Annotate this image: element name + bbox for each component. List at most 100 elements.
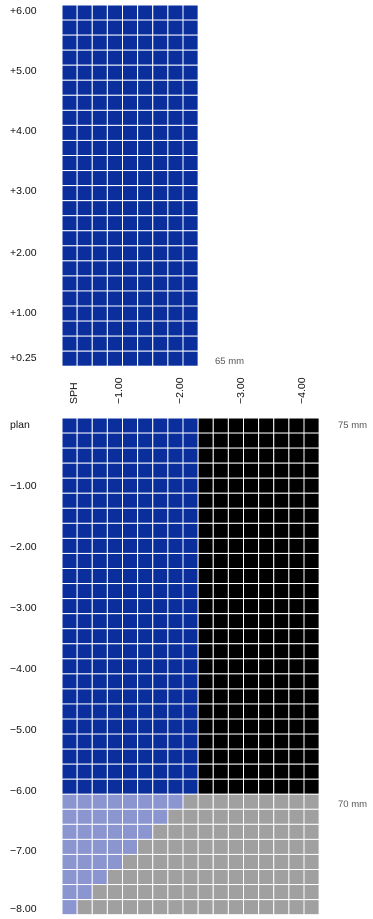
minus-sph-cell-blue (76, 552, 93, 570)
minus-sph-cell-blue (137, 733, 154, 750)
plus-sph-cell (167, 79, 184, 96)
minus-sph-cell-blue (167, 688, 184, 705)
plus-sph-cell (122, 320, 139, 337)
minus-sph-cell-blue (137, 477, 154, 494)
plus-sph-cell (137, 64, 154, 81)
minus-sph-cell-gray (167, 899, 184, 916)
minus-sph-cell-black (258, 688, 275, 705)
plus-sph-cell (61, 260, 78, 277)
minus-sph-cell-black (258, 507, 275, 524)
plus-sph-cell (106, 79, 123, 96)
minus-sph-cell-blue (91, 598, 108, 615)
minus-sph-cell-blue (61, 447, 78, 464)
minus-sph-cell-black (288, 763, 305, 780)
minus-sph-cell-blue (167, 643, 184, 660)
plus-sph-cell (152, 320, 169, 337)
plus-sph-cell (152, 109, 169, 126)
minus-sph-cell-gray (288, 869, 305, 886)
plus-sph-cell (152, 155, 169, 172)
minus-sph-cell-lightblue (106, 793, 123, 810)
plus-sph-cell (91, 155, 108, 172)
minus-sph-cell-black (273, 568, 290, 585)
minus-sph-cell-lightblue (61, 853, 78, 871)
plus-sph-cell (182, 350, 199, 367)
plus-sph-cell (61, 109, 78, 126)
sph-axis-label: SPH (68, 382, 80, 404)
minus-sph-cell-lightblue (76, 853, 93, 871)
minus-sph-cell-blue (106, 778, 123, 795)
minus-sph-cell-black (303, 552, 320, 570)
minus-sph-cell-blue (152, 447, 169, 464)
minus-sph-cell-black (288, 447, 305, 464)
plus-sph-cell (91, 350, 108, 367)
plus-sph-tick-label: +1.00 (10, 307, 37, 319)
minus-sph-cell-black (303, 583, 320, 600)
minus-sph-cell-blue (137, 598, 154, 615)
minus-sph-cell-gray (122, 884, 139, 901)
minus-sph-cell-black (243, 763, 260, 780)
plus-sph-cell (122, 124, 139, 141)
minus-sph-cell-black (303, 748, 320, 765)
minus-sph-cell-blue (167, 568, 184, 585)
plus-sph-cell (91, 230, 108, 247)
minus-sph-cell-gray (137, 899, 154, 916)
minus-sph-cell-blue (182, 537, 199, 554)
minus-sph-cell-lightblue (122, 823, 139, 840)
plus-sph-cell (61, 124, 78, 141)
minus-sph-cell-blue (167, 537, 184, 554)
minus-sph-cell-black (288, 537, 305, 554)
minus-sph-cell-blue (182, 462, 199, 479)
minus-sph-cell-blue (91, 552, 108, 570)
plus-sph-cell (152, 275, 169, 292)
plus-sph-cell (76, 170, 93, 187)
minus-sph-cell-black (288, 688, 305, 705)
minus-sph-cell-black (227, 733, 244, 750)
minus-sph-cell-black (227, 703, 244, 720)
minus-sph-cell-gray (303, 884, 320, 901)
plus-sph-cell (61, 335, 78, 352)
minus-sph-cell-blue (61, 432, 78, 449)
minus-sph-cell-blue (152, 568, 169, 585)
minus-sph-cell-gray (227, 869, 244, 886)
minus-sph-cell-blue (152, 763, 169, 780)
minus-sph-cell-black (212, 432, 229, 449)
plus-sph-cell (152, 335, 169, 352)
plus-sph-cell (137, 320, 154, 337)
minus-sph-cell-black (258, 522, 275, 539)
plus-sph-cell (122, 64, 139, 81)
minus-sph-cell-black (227, 658, 244, 675)
minus-sph-cell-lightblue (122, 838, 139, 855)
minus-sph-cell-black (227, 643, 244, 660)
minus-sph-cell-black (288, 673, 305, 690)
minus-sph-cell-blue (106, 537, 123, 554)
minus-sph-cell-blue (137, 522, 154, 539)
plus-sph-cell (182, 245, 199, 262)
minus-sph-cell-blue (61, 552, 78, 570)
plus-sph-cell (61, 155, 78, 172)
minus-sph-cell-black (258, 537, 275, 554)
minus-sph-cell-black (197, 763, 214, 780)
minus-sph-cell-gray (258, 808, 275, 825)
minus-sph-cell-black (243, 733, 260, 750)
minus-sph-cell-black (273, 703, 290, 720)
minus-sph-cell-black (197, 658, 214, 675)
minus-sph-cell-blue (122, 462, 139, 479)
minus-sph-cell-black (243, 552, 260, 570)
minus-sph-cell-blue (76, 628, 93, 645)
minus-sph-cell-blue (167, 658, 184, 675)
minus-sph-cell-black (197, 613, 214, 630)
minus-sph-cell-blue (137, 763, 154, 780)
minus-sph-cell-lightblue (91, 808, 108, 825)
minus-sph-cell-black (197, 522, 214, 539)
minus-sph-cell-gray (152, 884, 169, 901)
minus-sph-cell-black (212, 507, 229, 524)
minus-sph-cell-black (212, 568, 229, 585)
plus-sph-cell (182, 260, 199, 277)
minus-sph-cell-blue (122, 673, 139, 690)
minus-sph-cell-blue (152, 688, 169, 705)
minus-sph-cell-blue (167, 703, 184, 720)
minus-sph-cell-black (212, 613, 229, 630)
minus-sph-cell-black (243, 537, 260, 554)
minus-sph-cell-black (273, 492, 290, 509)
plus-sph-cell (61, 230, 78, 247)
